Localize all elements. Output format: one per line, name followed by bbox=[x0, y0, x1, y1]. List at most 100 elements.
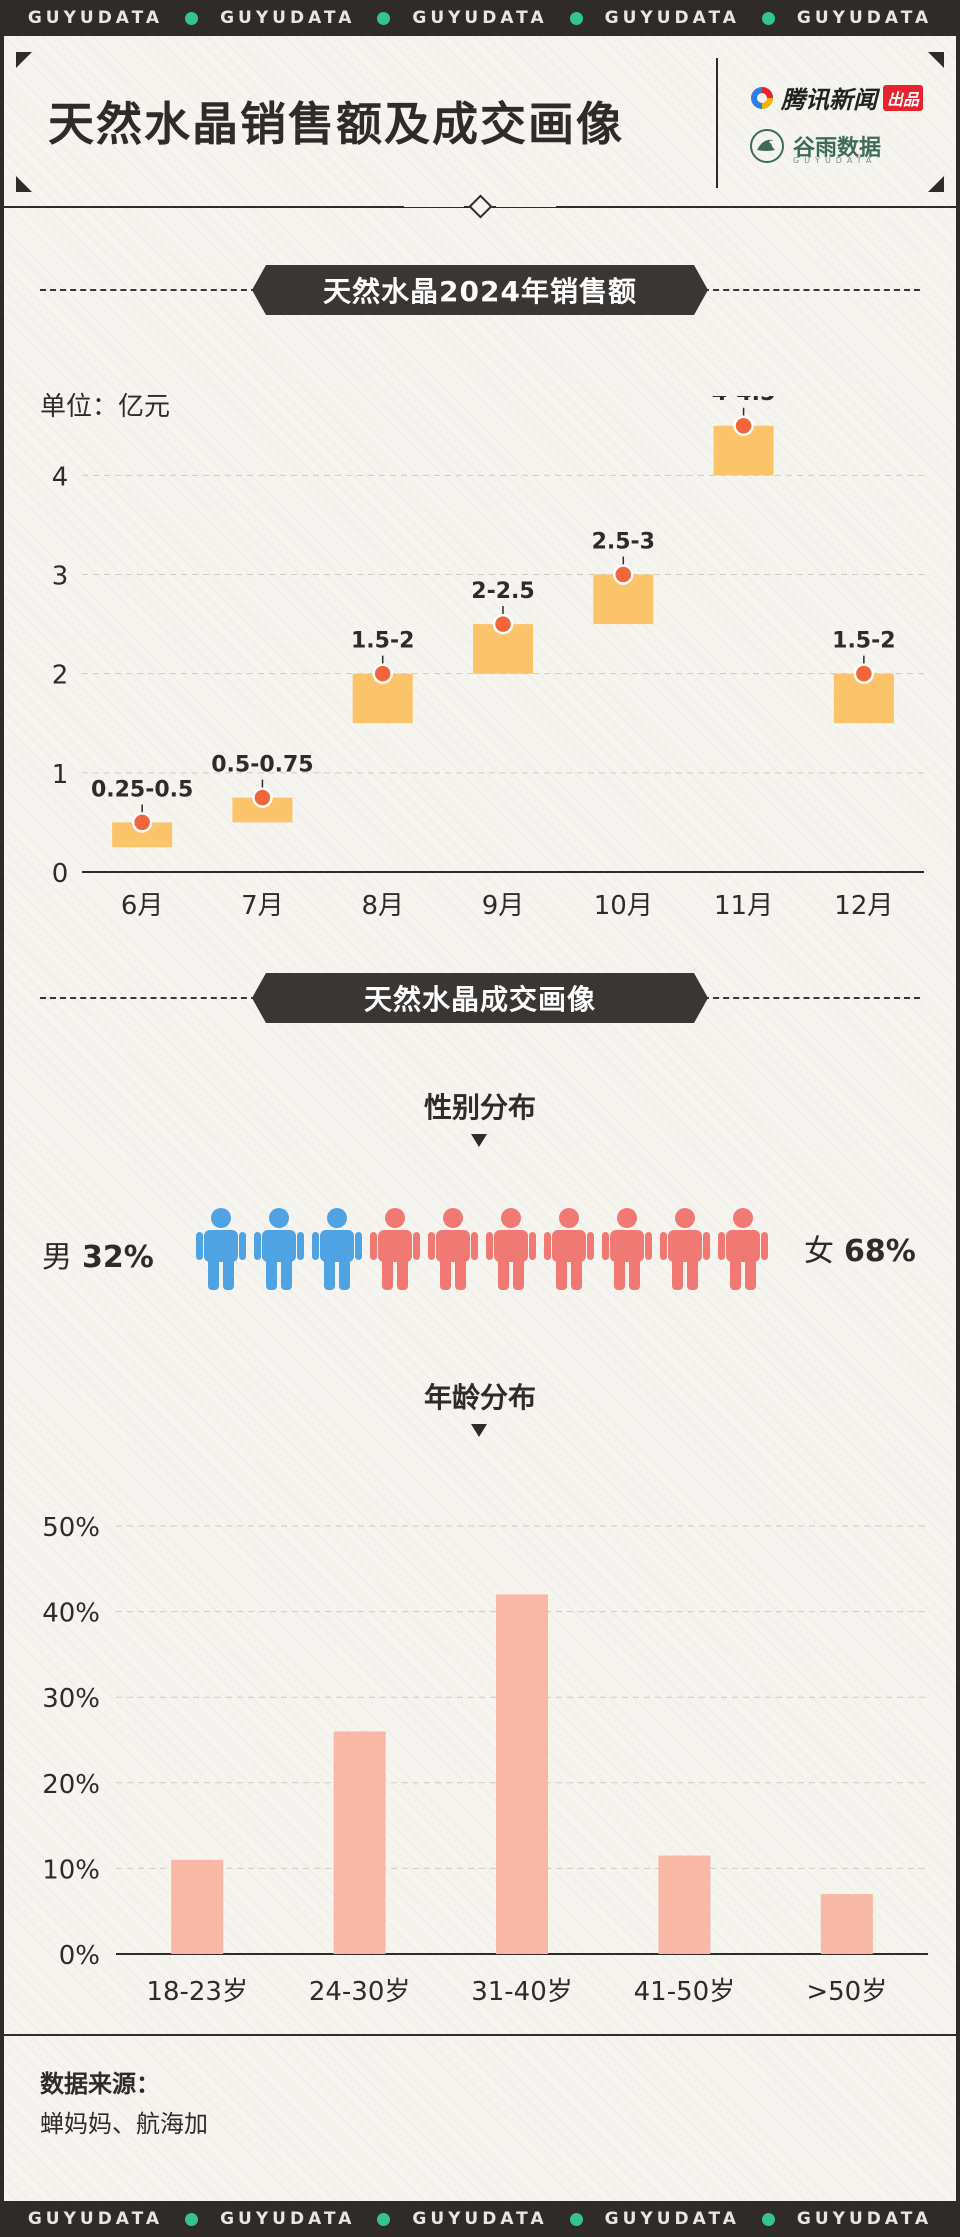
band-word: GUYUDATA bbox=[604, 2209, 740, 2229]
person-body bbox=[552, 1230, 586, 1262]
section-banner-sales: 天然水晶2024年销售额 bbox=[4, 265, 956, 315]
person-body bbox=[668, 1230, 702, 1262]
age-bar bbox=[658, 1855, 711, 1954]
corner-mark bbox=[16, 176, 32, 192]
person-leg bbox=[498, 1258, 509, 1290]
section-title-sales: 天然水晶2024年销售额 bbox=[252, 265, 708, 315]
data-label: 0.5-0.75 bbox=[211, 753, 313, 778]
tencent-news-name: 腾讯新闻 bbox=[781, 86, 877, 114]
person-leg bbox=[745, 1258, 756, 1290]
guyu-bird-icon bbox=[750, 129, 784, 163]
data-label: 2-2.5 bbox=[471, 579, 534, 604]
person-head bbox=[385, 1208, 405, 1228]
y-tick-label: 0 bbox=[52, 859, 69, 889]
band-word: GUYUDATA bbox=[796, 8, 933, 28]
age-arrow-icon bbox=[471, 1424, 487, 1437]
y-tick-label: 30% bbox=[42, 1684, 100, 1714]
person-leg bbox=[397, 1258, 408, 1290]
corner-mark bbox=[928, 52, 944, 68]
header: 天然水晶销售额及成交画像 腾讯新闻 出品 谷雨数据 G bbox=[4, 36, 956, 208]
y-tick-label: 0% bbox=[59, 1941, 100, 1971]
x-tick-label: 24-30岁 bbox=[309, 1977, 411, 2007]
sales-range-chart: 0 1 2 3 4 0.25-0.5 6月 0.5-0.75 7月 1.5-2 8月 2-2.5 9月 2… bbox=[52, 396, 924, 921]
male-label: 男 32% bbox=[42, 1232, 154, 1276]
ornament-gap bbox=[404, 205, 464, 207]
data-label: 1.5-2 bbox=[351, 629, 414, 654]
person-arm bbox=[196, 1232, 203, 1260]
person-arm bbox=[645, 1232, 652, 1260]
person-head bbox=[733, 1208, 753, 1228]
high-marker bbox=[252, 787, 273, 808]
guyu-data-name: 谷雨数据 bbox=[793, 136, 882, 161]
female-person-icon bbox=[544, 1208, 594, 1290]
person-leg bbox=[281, 1258, 292, 1290]
male-text: 男 bbox=[42, 1240, 72, 1275]
person-arm bbox=[254, 1232, 261, 1260]
female-person-icon bbox=[602, 1208, 652, 1290]
band-dot bbox=[569, 11, 583, 25]
age-title: 年龄分布 bbox=[423, 1381, 536, 1414]
person-head bbox=[559, 1208, 579, 1228]
top-brand-band: GUYUDATA GUYUDATA GUYUDATA GUYUDATA GUYU… bbox=[0, 0, 960, 36]
band-dot bbox=[761, 2212, 775, 2226]
female-label: 女 68% bbox=[804, 1226, 916, 1270]
person-arm bbox=[529, 1232, 536, 1260]
person-arm bbox=[312, 1232, 319, 1260]
person-arm bbox=[587, 1232, 594, 1260]
female-percent: 68% bbox=[844, 1234, 916, 1269]
female-person-icon bbox=[660, 1208, 710, 1290]
data-label: 0.25-0.5 bbox=[91, 777, 193, 802]
high-marker bbox=[733, 415, 754, 436]
person-body bbox=[494, 1230, 528, 1262]
person-head bbox=[501, 1208, 521, 1228]
person-leg bbox=[382, 1258, 393, 1290]
x-tick-label: 31-40岁 bbox=[471, 1977, 573, 2007]
x-tick-label: 10月 bbox=[594, 891, 653, 921]
age-bar bbox=[171, 1859, 224, 1954]
gender-people-icons bbox=[196, 1208, 768, 1290]
person-leg bbox=[324, 1258, 335, 1290]
person-body bbox=[204, 1230, 238, 1262]
person-arm bbox=[370, 1232, 377, 1260]
y-tick-label: 2 bbox=[52, 661, 69, 691]
x-tick-label: 6月 bbox=[121, 891, 164, 921]
person-head bbox=[269, 1208, 289, 1228]
female-person-icon bbox=[718, 1208, 768, 1290]
person-arm bbox=[355, 1232, 362, 1260]
person-body bbox=[726, 1230, 760, 1262]
male-percent: 32% bbox=[82, 1240, 154, 1275]
x-tick-label: 8月 bbox=[361, 891, 404, 921]
person-arm bbox=[703, 1232, 710, 1260]
person-leg bbox=[223, 1258, 234, 1290]
y-tick-label: 40% bbox=[42, 1599, 100, 1629]
guyu-data-logo: 谷雨数据 GUYUDATA bbox=[749, 128, 882, 165]
person-body bbox=[378, 1230, 412, 1262]
page-title: 天然水晶销售额及成交画像 bbox=[48, 97, 624, 151]
person-leg bbox=[339, 1258, 350, 1290]
section-banner-profile: 天然水晶成交画像 bbox=[4, 973, 956, 1023]
x-tick-label: 7月 bbox=[241, 891, 284, 921]
age-bar bbox=[820, 1894, 873, 1954]
y-tick-label: 50% bbox=[42, 1513, 100, 1543]
gender-arrow-icon bbox=[471, 1134, 487, 1147]
tencent-news-logo: 腾讯新闻 出品 bbox=[749, 80, 924, 115]
person-arm bbox=[297, 1232, 304, 1260]
data-label: 1.5-2 bbox=[832, 629, 895, 654]
corner-mark bbox=[928, 176, 944, 192]
person-body bbox=[436, 1230, 470, 1262]
band-word: GUYUDATA bbox=[27, 2209, 164, 2229]
data-source-heading: 数据来源： bbox=[40, 2070, 160, 2098]
band-dot bbox=[185, 2212, 199, 2226]
band-word: GUYUDATA bbox=[796, 2209, 933, 2229]
person-head bbox=[211, 1208, 231, 1228]
x-tick-label: 41-50岁 bbox=[634, 1977, 736, 2007]
band-word: GUYUDATA bbox=[220, 2209, 356, 2229]
bottom-brand-band: GUYUDATA GUYUDATA GUYUDATA GUYUDATA GUYU… bbox=[0, 2201, 960, 2237]
person-arm bbox=[660, 1232, 667, 1260]
male-person-icon bbox=[312, 1208, 362, 1290]
paper-panel: 天然水晶销售额及成交画像 腾讯新闻 出品 谷雨数据 G bbox=[4, 36, 956, 2201]
person-leg bbox=[629, 1258, 640, 1290]
band-dot bbox=[761, 11, 775, 25]
person-arm bbox=[413, 1232, 420, 1260]
y-tick-label: 10% bbox=[42, 1855, 100, 1885]
